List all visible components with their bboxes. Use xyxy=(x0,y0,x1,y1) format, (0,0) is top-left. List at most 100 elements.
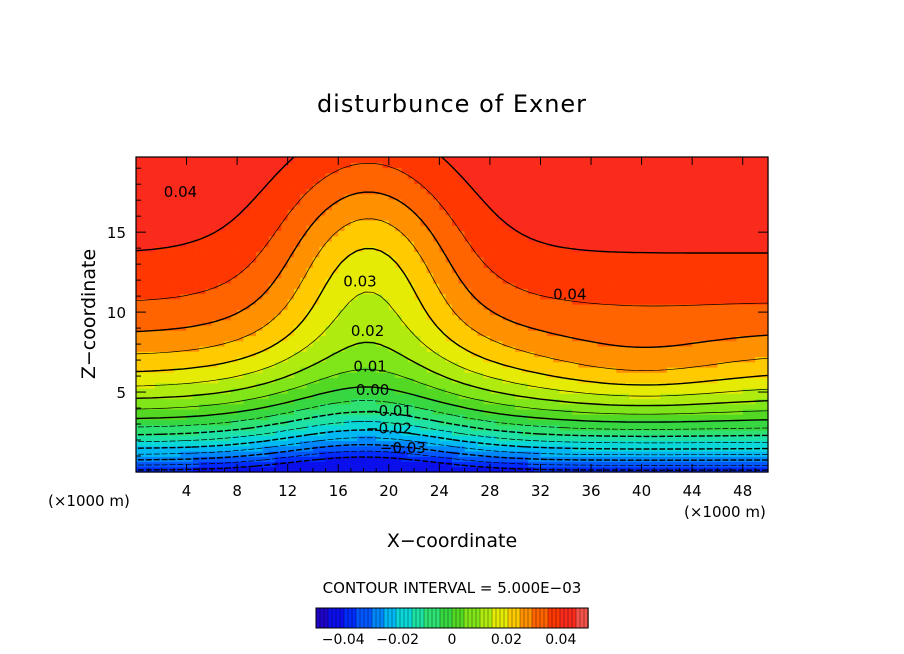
field-cell xyxy=(616,188,624,195)
field-cell xyxy=(312,272,320,279)
field-cell xyxy=(584,256,592,263)
field-cell xyxy=(414,388,421,394)
field-cell xyxy=(502,372,510,379)
field-cell xyxy=(211,435,219,442)
field-cell xyxy=(180,272,188,279)
field-cell xyxy=(610,440,617,447)
field-cell xyxy=(388,214,396,221)
field-cell xyxy=(287,466,295,473)
field-cell xyxy=(559,309,567,316)
field-cell xyxy=(452,351,459,358)
field-cell xyxy=(312,309,320,316)
field-cell xyxy=(553,388,561,394)
field-cell xyxy=(559,451,567,457)
field-cell xyxy=(154,225,162,232)
field-cell xyxy=(338,230,346,237)
field-cell xyxy=(205,351,213,358)
field-cell xyxy=(167,361,175,368)
field-cell xyxy=(363,304,371,310)
field-cell xyxy=(142,178,150,184)
field-cell xyxy=(350,367,358,373)
field-cell xyxy=(458,199,466,205)
field-cell xyxy=(363,272,371,279)
field-cell xyxy=(660,409,668,415)
field-cell xyxy=(426,398,434,405)
field-cell xyxy=(369,193,377,200)
field-cell xyxy=(433,430,440,436)
field-cell xyxy=(136,199,143,205)
field-cell xyxy=(331,214,339,221)
field-cell xyxy=(186,319,194,326)
field-cell xyxy=(420,267,428,274)
field-cell xyxy=(483,188,491,195)
field-cell xyxy=(407,330,415,337)
field-cell xyxy=(306,283,314,289)
field-cell xyxy=(407,256,415,263)
field-cell xyxy=(414,314,421,321)
field-cell xyxy=(192,246,200,253)
field-cell xyxy=(186,314,194,321)
field-cell xyxy=(173,330,181,337)
field-cell xyxy=(224,262,232,268)
field-cell xyxy=(205,325,213,331)
field-cell xyxy=(483,298,491,305)
field-cell xyxy=(584,251,592,258)
field-cell xyxy=(294,293,301,300)
field-cell xyxy=(300,283,308,289)
field-cell xyxy=(319,272,327,279)
field-cell xyxy=(211,335,219,342)
field-cell xyxy=(458,262,466,268)
field-cell xyxy=(401,209,409,216)
field-cell xyxy=(628,388,636,394)
field-cell xyxy=(376,377,384,384)
field-cell xyxy=(401,340,409,347)
field-cell xyxy=(572,251,579,258)
field-cell xyxy=(237,440,245,447)
field-cell xyxy=(300,466,308,473)
field-cell xyxy=(180,377,188,384)
field-cell xyxy=(616,162,624,169)
field-cell xyxy=(414,167,421,174)
field-cell xyxy=(654,304,662,310)
field-cell xyxy=(534,346,542,352)
field-cell xyxy=(167,356,175,363)
field-cell xyxy=(610,351,617,358)
field-cell xyxy=(136,251,143,258)
field-cell xyxy=(464,251,472,258)
field-cell xyxy=(654,272,662,279)
field-cell xyxy=(401,293,409,300)
field-cell xyxy=(338,304,346,310)
field-cell xyxy=(369,298,377,305)
field-cell xyxy=(635,335,643,342)
field-cell xyxy=(647,440,655,447)
field-cell xyxy=(433,456,440,463)
field-cell xyxy=(294,456,301,463)
field-cell xyxy=(287,377,295,384)
field-cell xyxy=(489,440,497,447)
field-cell xyxy=(237,319,245,326)
field-cell xyxy=(211,367,219,373)
field-cell xyxy=(294,298,301,305)
field-cell xyxy=(628,199,636,205)
field-cell xyxy=(142,377,150,384)
field-cell xyxy=(496,235,504,242)
field-cell xyxy=(256,393,263,400)
field-cell xyxy=(388,162,396,169)
field-cell xyxy=(312,230,320,237)
field-cell xyxy=(654,403,662,410)
field-cell xyxy=(401,157,409,163)
field-cell xyxy=(610,183,617,190)
field-cell xyxy=(439,209,447,216)
field-cell xyxy=(268,235,276,242)
field-cell xyxy=(647,451,655,457)
field-cell xyxy=(281,246,289,253)
field-cell xyxy=(186,230,194,237)
field-cell xyxy=(433,162,440,169)
field-cell xyxy=(414,235,421,242)
field-cell xyxy=(540,199,548,205)
field-cell xyxy=(401,225,409,232)
field-cell xyxy=(546,335,554,342)
field-cell xyxy=(344,172,352,179)
field-cell xyxy=(376,330,384,337)
field-cell xyxy=(610,193,617,200)
